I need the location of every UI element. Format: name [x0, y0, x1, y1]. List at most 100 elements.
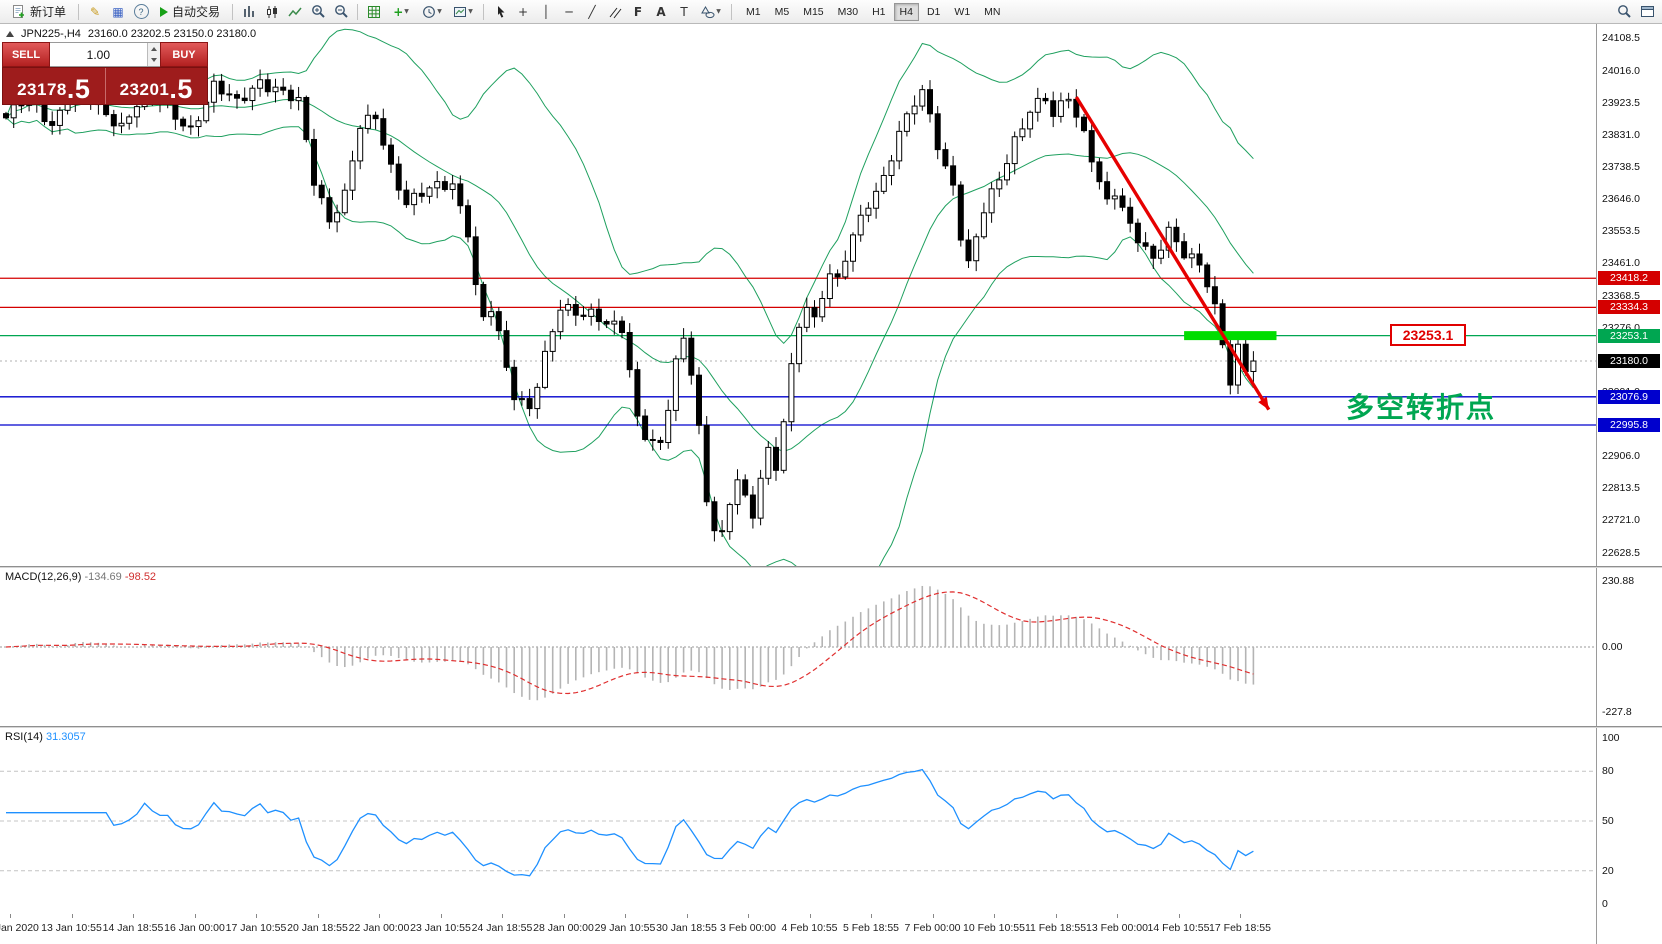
macd-main-value: -134.69: [84, 571, 122, 583]
periods-button[interactable]: ▼: [417, 2, 447, 22]
time-axis-tick: [625, 914, 626, 918]
label-button[interactable]: T: [673, 2, 695, 22]
pencil-icon: ✎: [89, 4, 101, 19]
zoom-in-button[interactable]: [307, 2, 329, 22]
lot-increase-button[interactable]: [147, 43, 160, 55]
help-button[interactable]: ?: [130, 2, 152, 22]
new-order-button[interactable]: 新订单: [4, 2, 73, 22]
panel-separator[interactable]: [0, 726, 1662, 728]
bar-chart-button[interactable]: [238, 2, 260, 22]
grid-button[interactable]: [363, 2, 385, 22]
trend-arrow[interactable]: [1074, 96, 1271, 411]
buy-button[interactable]: BUY: [160, 42, 208, 67]
crosshair-button[interactable]: +: [512, 2, 534, 22]
time-axis-label: 4 Feb 10:55: [781, 922, 838, 934]
price-callout-box[interactable]: 23253.1: [1390, 324, 1466, 346]
metaeditor-button[interactable]: ✎: [84, 2, 106, 22]
timeframe-m1-button[interactable]: M1: [740, 3, 767, 21]
timeframe-m5-button[interactable]: M5: [769, 3, 796, 21]
buy-price[interactable]: 23201.5: [106, 68, 208, 104]
cursor-button[interactable]: [489, 2, 511, 22]
price-scale-label: 23646.0: [1602, 193, 1640, 206]
new-order-label: 新订单: [30, 5, 67, 19]
zoom-out-button[interactable]: [330, 2, 352, 22]
candlestick-icon: [267, 5, 278, 18]
new-chart-button[interactable]: [1636, 2, 1658, 22]
line-chart-button[interactable]: [284, 2, 306, 22]
macd-canvas[interactable]: [0, 568, 1596, 726]
rsi-value: 31.3057: [45, 731, 86, 743]
lot-size-input[interactable]: [50, 43, 147, 66]
rsi-canvas[interactable]: [0, 728, 1596, 914]
market-watch-button[interactable]: ▦: [107, 2, 129, 22]
lot-spinner: [146, 43, 160, 66]
arrow-up-icon: [150, 46, 157, 51]
bar-chart-icon: [244, 5, 255, 17]
chart-window-icon: [1640, 6, 1654, 17]
text-button[interactable]: A: [650, 2, 672, 22]
timeframe-toolbar: M1 M5 M15 M30 H1 H4 D1 W1 MN: [739, 2, 1007, 21]
macd-scale-label: 0.00: [1602, 641, 1623, 653]
toolbar-separator: [731, 3, 733, 20]
sell-price-frac: .5: [66, 74, 91, 104]
time-axis-tick: [317, 914, 319, 918]
price-chart-canvas[interactable]: [0, 24, 1596, 566]
vertical-line-button[interactable]: │: [535, 2, 557, 22]
collapse-panel-icon[interactable]: [6, 31, 14, 37]
indicators-button[interactable]: + ▼: [386, 2, 416, 22]
panel-separator[interactable]: [0, 566, 1662, 568]
help-icon: ?: [133, 4, 149, 19]
buy-price-frac: .5: [169, 74, 193, 104]
turning-point-annotation[interactable]: 多空转折点: [1346, 392, 1497, 423]
macd-scale-label: -227.8: [1602, 705, 1632, 718]
time-axis-tick: [748, 914, 749, 918]
timeframe-mn-button[interactable]: MN: [978, 3, 1006, 21]
template-icon: [454, 6, 467, 17]
candlestick-button[interactable]: [261, 2, 283, 22]
chevron-down-icon: ▼: [404, 8, 409, 15]
sell-button[interactable]: SELL: [2, 42, 50, 67]
time-axis-label: 17 Jan 10:55: [225, 922, 287, 934]
horizontal-line-button[interactable]: ─: [558, 2, 580, 22]
timeframe-w1-button[interactable]: W1: [948, 3, 976, 21]
add-indicator-icon: +: [393, 4, 404, 19]
price-scale-label: 23831.0: [1602, 128, 1640, 141]
time-axis-tick: [994, 914, 995, 918]
symbol-name: JPN225-,H4: [21, 28, 81, 40]
chart-window: JPN225-,H4 23160.0 23202.5 23150.0 23180…: [0, 24, 1662, 944]
macd-signal-value: -98.52: [124, 571, 157, 583]
channel-button[interactable]: [604, 2, 626, 22]
line-chart-icon: [288, 7, 302, 16]
horizontal-line-icon: ─: [565, 4, 573, 19]
sell-price[interactable]: 23178.5: [3, 68, 106, 104]
time-axis-tick: [71, 914, 73, 918]
time-axis-label: 24 Jan 18:55: [471, 922, 533, 934]
auto-trading-button[interactable]: 自动交易: [153, 2, 227, 22]
price-line-tag: 23076.9: [1598, 389, 1660, 404]
timeframe-h1-button[interactable]: H1: [866, 3, 891, 21]
time-axis-tick: [686, 914, 688, 918]
price-line-tag: 22995.8: [1598, 418, 1660, 432]
time-axis-label: 13 Jan 10:55: [41, 922, 102, 934]
price-axis[interactable]: 24108.5 24016.0 23923.5 23831.0 23738.5 23646…: [1596, 24, 1662, 944]
time-axis-label: 13 Feb 00:00: [1086, 922, 1148, 934]
fibonacci-button[interactable]: F: [627, 2, 649, 22]
trendline-button[interactable]: ╱: [581, 2, 603, 22]
toolbar-separator: [232, 3, 234, 20]
timeframe-h4-button[interactable]: H4: [893, 2, 919, 21]
lot-size-field[interactable]: [50, 42, 160, 67]
timeframe-d1-button[interactable]: D1: [921, 3, 946, 21]
channel-icon: [609, 7, 622, 18]
templates-button[interactable]: ▼: [448, 2, 478, 22]
shapes-button[interactable]: ▼: [696, 2, 726, 22]
timeframe-m15-button[interactable]: M15: [797, 3, 829, 21]
lot-decrease-button[interactable]: [147, 54, 160, 66]
search-button[interactable]: [1613, 2, 1635, 22]
timeframe-m30-button[interactable]: M30: [832, 3, 864, 21]
candles-layer: [3, 66, 1257, 542]
price-line-tag: 23180.0: [1598, 354, 1660, 368]
play-icon: [160, 6, 169, 17]
time-axis-tick: [1117, 914, 1118, 918]
